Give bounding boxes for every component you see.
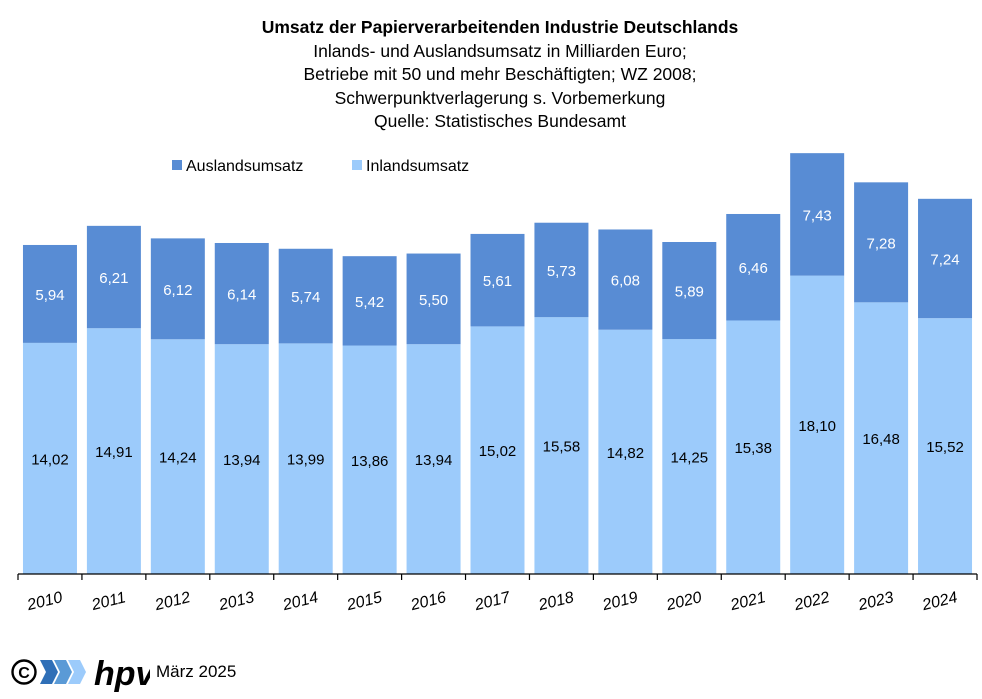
- legend-swatch-ausland: [172, 160, 182, 170]
- bar-ausland: [86, 225, 141, 329]
- bar-inland: [86, 328, 141, 574]
- bar-ausland: [534, 222, 589, 318]
- data-label-inland: 14,25: [671, 450, 709, 467]
- legend-swatch-inland: [352, 160, 362, 170]
- x-tick-label: 2012: [152, 589, 192, 614]
- x-tick-label: 2024: [920, 589, 960, 614]
- data-label-ausland: 5,42: [355, 294, 384, 311]
- chart-subtitle-1: Inlands- und Auslandsumsatz in Milliarde…: [313, 40, 687, 61]
- chart-titles: Umsatz der Papierverarbeitenden Industri…: [0, 16, 982, 134]
- bar-inland: [790, 275, 845, 574]
- bar-ausland: [470, 233, 525, 327]
- x-tick-label: 2015: [344, 589, 384, 614]
- bar-ausland: [726, 213, 781, 321]
- data-label-inland: 13,99: [287, 452, 325, 469]
- data-label-inland: 13,86: [351, 453, 389, 470]
- x-tick-label: 2013: [216, 589, 256, 614]
- x-tick-label: 2010: [25, 589, 65, 614]
- x-tick-label: 2016: [408, 589, 448, 614]
- bar-inland: [150, 339, 205, 574]
- data-label-inland: 13,94: [415, 452, 453, 469]
- data-label-inland: 14,82: [607, 445, 645, 462]
- x-tick-label: 2018: [536, 589, 576, 614]
- x-tick-label: 2021: [728, 589, 768, 614]
- bar-ausland: [598, 229, 653, 330]
- data-label-ausland: 5,50: [419, 292, 448, 309]
- bar-ausland: [406, 253, 461, 345]
- data-label-ausland: 5,89: [675, 284, 704, 301]
- data-label-inland: 15,38: [734, 440, 772, 457]
- bar-inland: [470, 326, 525, 574]
- data-label-inland: 15,52: [926, 439, 964, 456]
- bar-ausland: [854, 182, 909, 303]
- bar-inland: [342, 345, 397, 574]
- x-tick-label: 2019: [600, 589, 640, 614]
- hpv-logo-text: hpv: [94, 655, 150, 692]
- x-tick-label: 2014: [280, 589, 320, 614]
- bar-inland: [662, 339, 717, 574]
- data-label-inland: 13,94: [223, 452, 261, 469]
- data-label-inland: 16,48: [862, 431, 900, 448]
- data-label-ausland: 6,12: [163, 282, 192, 299]
- bar-inland: [214, 344, 269, 574]
- data-label-inland: 15,58: [543, 439, 581, 456]
- data-label-ausland: 6,08: [611, 273, 640, 290]
- legend-label-inland: Inlandsumsatz: [366, 158, 469, 175]
- data-label-ausland: 5,61: [483, 273, 512, 290]
- data-label-ausland: 7,28: [866, 235, 895, 252]
- publication-date: März 2025: [156, 662, 237, 681]
- bar-inland: [22, 342, 77, 574]
- bar-inland: [726, 320, 781, 574]
- data-label-inland: 14,24: [159, 450, 197, 467]
- bar-ausland: [214, 242, 269, 345]
- data-label-inland: 14,91: [95, 444, 133, 461]
- copyright-symbol: C: [18, 665, 30, 682]
- hpv-logo: C hpv: [11, 655, 150, 692]
- bar-inland: [918, 318, 973, 574]
- x-tick-label: 2020: [664, 589, 704, 614]
- x-tick-label: 2017: [472, 589, 513, 615]
- x-tick-label: 2023: [856, 589, 896, 614]
- bar-ausland: [278, 248, 333, 344]
- data-label-ausland: 5,74: [291, 289, 320, 306]
- bar-inland: [406, 344, 461, 574]
- data-label-inland: 15,02: [479, 443, 517, 460]
- bar-ausland: [790, 153, 845, 276]
- footer: C hpv März 2025: [10, 652, 236, 692]
- bar-inland: [854, 302, 909, 574]
- bar-ausland: [150, 238, 205, 340]
- bar-inland: [278, 343, 333, 574]
- bar-inland: [534, 317, 589, 574]
- data-label-ausland: 7,24: [930, 251, 959, 268]
- data-label-ausland: 6,21: [99, 270, 128, 287]
- legend-label-ausland: Auslandsumsatz: [186, 158, 303, 175]
- bar-ausland: [918, 198, 973, 319]
- data-label-ausland: 5,94: [35, 287, 64, 304]
- bar-ausland: [22, 244, 77, 343]
- bar-ausland: [342, 256, 397, 346]
- data-label-inland: 18,10: [798, 418, 836, 435]
- bar-inland: [598, 329, 653, 574]
- data-label-ausland: 7,43: [803, 207, 832, 224]
- data-label-ausland: 6,46: [739, 260, 768, 277]
- hpv-logo-arrows-icon: [40, 660, 86, 684]
- bar-ausland: [662, 242, 717, 340]
- chart-title: Umsatz der Papierverarbeitenden Industri…: [261, 17, 739, 37]
- data-label-inland: 14,02: [31, 451, 69, 468]
- chart-source: Quelle: Statistisches Bundesamt: [374, 111, 626, 131]
- chart-subtitle-3: Schwerpunktverlagerung s. Vorbemerkung: [334, 87, 666, 108]
- copyright-icon: C: [11, 659, 37, 685]
- data-label-ausland: 6,14: [227, 287, 256, 304]
- x-tick-label: 2011: [89, 589, 127, 614]
- chart-subtitle-2: Betriebe mit 50 und mehr Beschäftigten; …: [303, 64, 697, 84]
- data-label-ausland: 5,73: [547, 263, 576, 280]
- x-tick-label: 2022: [792, 589, 832, 614]
